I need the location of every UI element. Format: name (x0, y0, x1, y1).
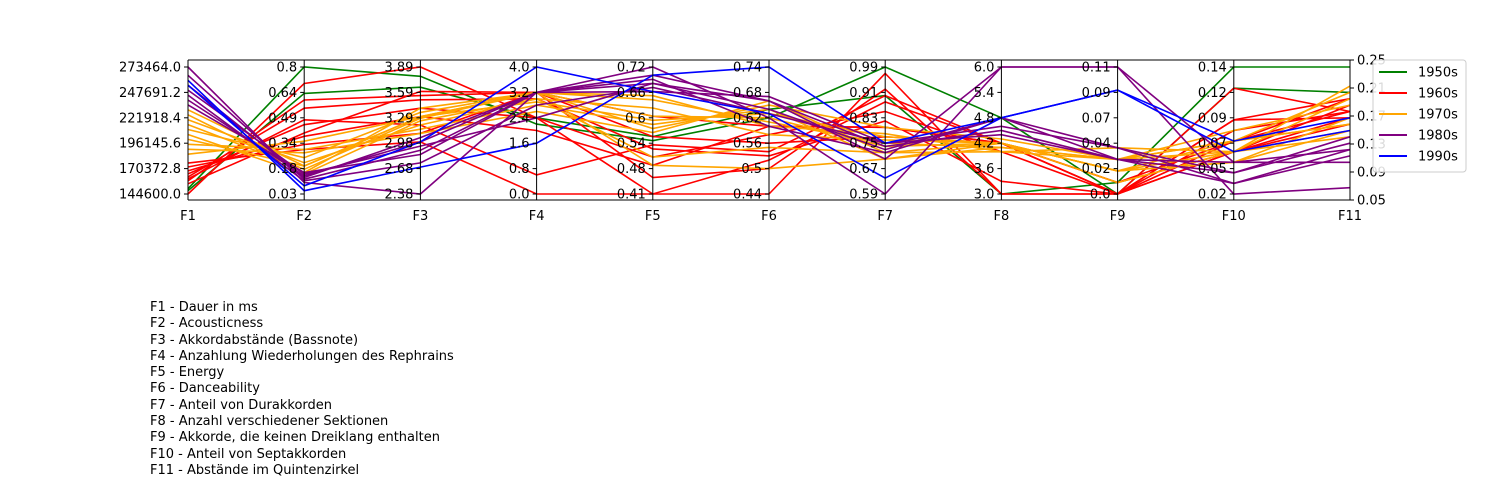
feature-description: F5 - Energy (150, 365, 225, 381)
axis-label-F10: F10 (1222, 209, 1246, 224)
axis-label-F11: F11 (1338, 209, 1362, 224)
tick-label: 0.07 (1198, 137, 1227, 152)
tick-label: 0.67 (849, 162, 878, 177)
tick-label: 0.5 (741, 162, 762, 177)
tick-label: 0.18 (268, 162, 297, 177)
tick-label: 0.05 (1198, 162, 1227, 177)
legend-label: 1960s (1418, 87, 1458, 102)
tick-label: 0.11 (1082, 61, 1111, 76)
tick-label: 2.68 (384, 162, 413, 177)
tick-label: 0.09 (1198, 111, 1227, 126)
tick-label: 3.59 (384, 86, 413, 101)
feature-description: F8 - Anzahl verschiedener Sektionen (150, 414, 389, 430)
tick-label: 6.0 (974, 61, 995, 76)
axis-label-F3: F3 (413, 209, 429, 224)
tick-label: 0.05 (1357, 194, 1386, 209)
tick-label: 196145.6 (119, 137, 181, 152)
axis-label-F7: F7 (877, 209, 893, 224)
tick-label: 0.99 (849, 61, 878, 76)
tick-label: 247691.2 (119, 86, 181, 101)
tick-label: 3.29 (384, 111, 413, 126)
tick-label: 0.34 (268, 137, 297, 152)
feature-descriptions: F1 - Dauer in ms F2 - Acousticness F3 - … (150, 300, 454, 479)
tick-label: 0.44 (733, 188, 762, 203)
feature-description: F7 - Anteil von Durakkorden (150, 397, 333, 413)
feature-description: F10 - Anteil von Septakkorden (150, 446, 347, 462)
feature-description: F2 - Acousticness (150, 316, 264, 332)
tick-label: 0.8 (509, 162, 530, 177)
axis-label-F5: F5 (645, 209, 661, 224)
tick-label: 0.74 (733, 61, 762, 76)
tick-label: 273464.0 (119, 61, 181, 76)
axis-label-F2: F2 (296, 209, 312, 224)
tick-label: 0.72 (617, 61, 646, 76)
tick-label: 4.8 (974, 111, 995, 126)
tick-label: 0.0 (509, 188, 530, 203)
axis-label-F9: F9 (1110, 209, 1126, 224)
tick-label: 0.48 (617, 162, 646, 177)
tick-label: 0.09 (1082, 86, 1111, 101)
tick-label: 5.4 (974, 86, 995, 101)
tick-label: 3.2 (509, 86, 530, 101)
legend-box (1372, 59, 1467, 173)
tick-label: 3.0 (974, 188, 995, 203)
tick-label: 1.6 (509, 137, 530, 152)
axis-label-F6: F6 (761, 209, 777, 224)
tick-label: 170372.8 (119, 162, 181, 177)
tick-label: 0.41 (617, 188, 646, 203)
tick-label: 2.4 (509, 111, 530, 126)
tick-label: 0.64 (268, 86, 297, 101)
legend-label: 1990s (1418, 150, 1458, 165)
tick-label: 0.68 (733, 86, 762, 101)
tick-label: 0.91 (849, 86, 878, 101)
tick-label: 0.12 (1198, 86, 1227, 101)
tick-label: 0.02 (1198, 188, 1227, 203)
tick-label: 3.89 (384, 61, 413, 76)
tick-label: 0.07 (1082, 111, 1111, 126)
tick-label: 2.38 (384, 188, 413, 203)
feature-description: F9 - Akkorde, die keinen Dreiklang entha… (150, 430, 440, 446)
tick-label: 4.0 (509, 61, 530, 76)
tick-label: 0.03 (268, 188, 297, 203)
feature-description: F11 - Abstände im Quintenzirkel (150, 462, 360, 478)
tick-label: 0.83 (849, 111, 878, 126)
legend-label: 1980s (1418, 129, 1458, 144)
legend-label: 1950s (1418, 66, 1458, 81)
feature-description: F4 - Anzahlung Wiederholungen des Rephra… (150, 348, 454, 364)
tick-label: 0.8 (277, 61, 298, 76)
parallel-coordinates-chart: 144600.0 170372.8 196145.6 221918.4 247691.2… (119, 54, 1467, 225)
legend-label: 1970s (1418, 108, 1458, 123)
feature-description: F6 - Danceability (150, 381, 260, 397)
tick-label: 2.98 (384, 137, 413, 152)
tick-label: 0.54 (617, 137, 646, 152)
tick-label: 0.0 (1090, 188, 1111, 203)
tick-label: 4.2 (974, 137, 995, 152)
tick-label: 0.59 (849, 188, 878, 203)
axis-label-F1: F1 (180, 209, 196, 224)
tick-label: 0.6 (625, 111, 646, 126)
tick-label: 144600.0 (119, 188, 181, 203)
tick-label: 0.56 (733, 137, 762, 152)
tick-label: 0.04 (1082, 137, 1111, 152)
tick-label: 0.75 (849, 137, 878, 152)
feature-description: F3 - Akkordabstände (Bassnote) (150, 332, 359, 348)
axis-label-F4: F4 (529, 209, 545, 224)
feature-description: F1 - Dauer in ms (150, 300, 258, 315)
tick-label: 0.14 (1198, 61, 1227, 76)
axes: 144600.0 170372.8 196145.6 221918.4 247691.2… (119, 54, 1386, 225)
axis-label-F8: F8 (994, 209, 1010, 224)
tick-label: 221918.4 (119, 111, 181, 126)
tick-label: 0.02 (1082, 162, 1111, 177)
tick-label: 0.66 (617, 86, 646, 101)
legend: 1950s 1960s 1970s 1980s 1990s (1372, 59, 1467, 173)
tick-label: 0.62 (733, 111, 762, 126)
tick-label: 3.6 (974, 162, 995, 177)
tick-label: 0.49 (268, 111, 297, 126)
